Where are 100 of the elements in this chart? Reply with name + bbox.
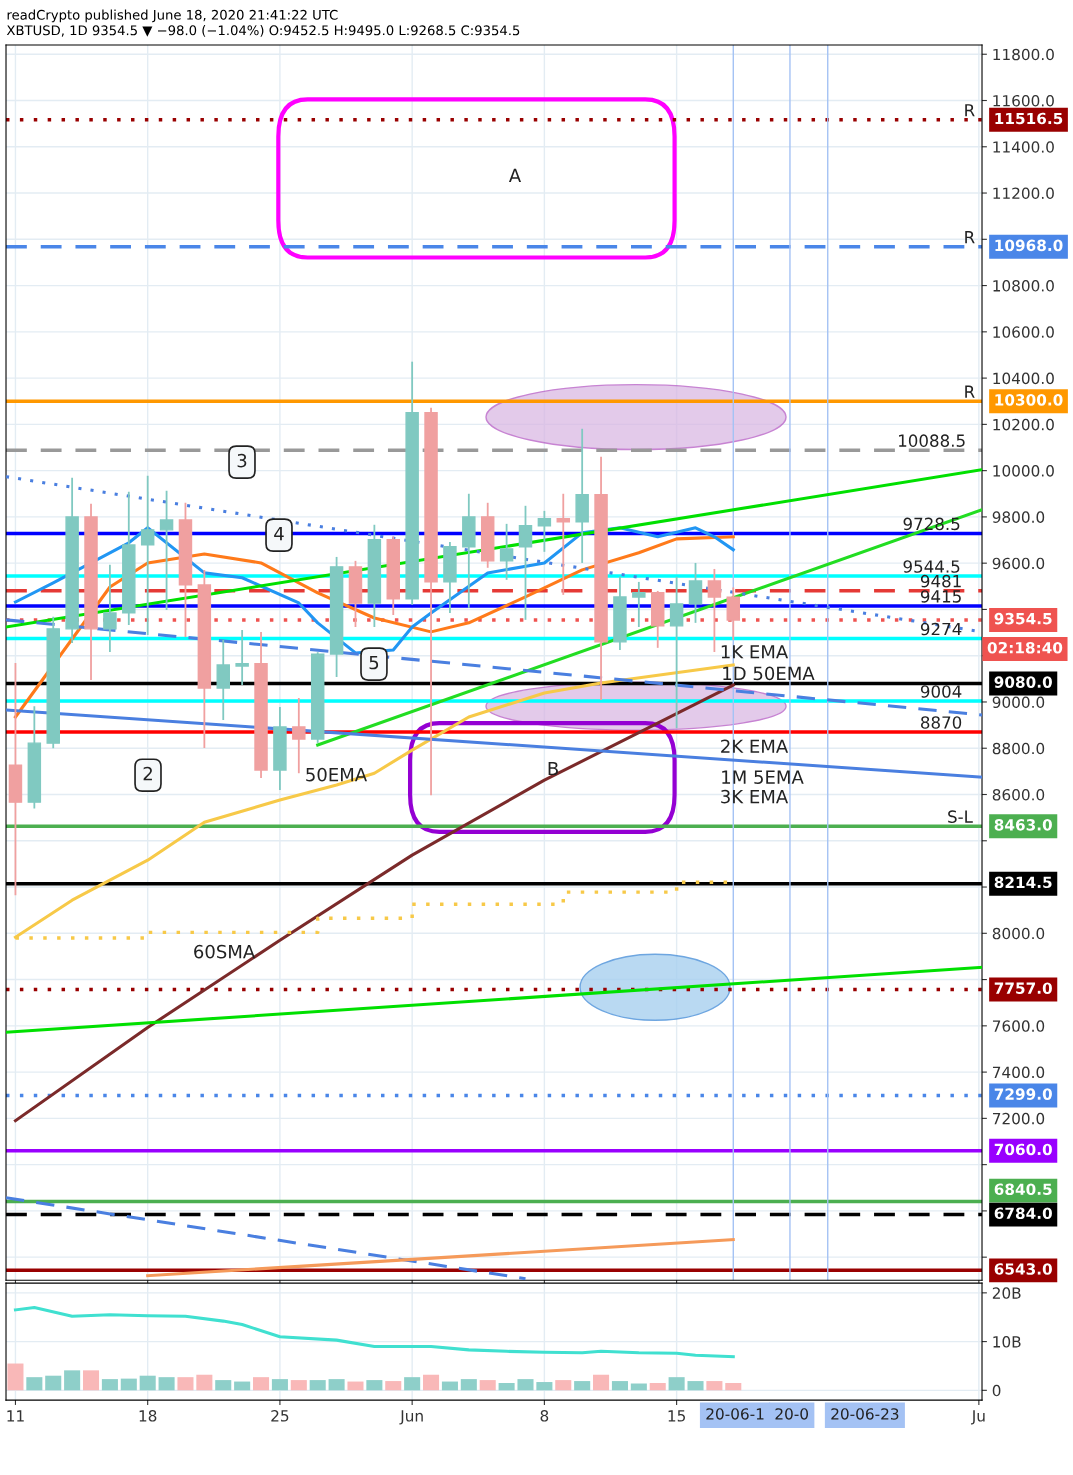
- y-tick-label: 11800.0: [993, 48, 1054, 61]
- text: 20-06-23: [831, 1408, 899, 1420]
- annotation: 2: [143, 766, 152, 781]
- candlestick: [103, 563, 117, 653]
- ref-line-label: 9080.0: [994, 676, 1052, 688]
- bar: [517, 1379, 534, 1391]
- y-tick-label: 7400.0: [992, 1066, 1045, 1079]
- bar: [253, 1377, 270, 1391]
- bar: [649, 1383, 666, 1391]
- bar: [45, 1375, 62, 1391]
- bar: [498, 1383, 515, 1391]
- bar: [328, 1379, 345, 1391]
- bar: [120, 1378, 137, 1391]
- annotation: R: [965, 231, 975, 244]
- bar: [7, 1363, 24, 1391]
- ref-line-label: 10300.0: [995, 394, 1063, 406]
- candlestick: [556, 492, 571, 596]
- bar: [725, 1383, 742, 1391]
- bar: [593, 1374, 610, 1391]
- annotation: 9004: [920, 685, 962, 698]
- bar: [611, 1381, 628, 1391]
- bar: [290, 1380, 307, 1391]
- chart-title: readCrypto published June 18, 2020 21:41:22 UTC: [7, 9, 338, 23]
- y-tick-label: 8600.0: [992, 788, 1045, 801]
- bar: [479, 1380, 496, 1391]
- candlestick: [292, 697, 306, 775]
- x-tick-label: 8: [540, 1410, 549, 1422]
- annotation: 1K EMA: [721, 645, 789, 659]
- bar: [404, 1377, 421, 1391]
- y-tick-label: 9800.0: [992, 511, 1045, 523]
- x-tick-label: Ju: [970, 1410, 985, 1425]
- candlestick: [518, 504, 533, 621]
- y-tick-label: 8000.0: [992, 927, 1045, 940]
- y-tick-label: 0: [992, 1384, 1001, 1397]
- bar: [26, 1377, 43, 1391]
- x-tick-label: 11: [7, 1410, 24, 1422]
- bar: [423, 1374, 440, 1391]
- ref-line-label: 11516.5: [995, 112, 1063, 125]
- annotation: 9544.5: [903, 560, 960, 573]
- annotation: 4: [274, 526, 284, 541]
- y-tick-label: 10800.0: [993, 280, 1054, 292]
- bar: [460, 1379, 477, 1391]
- bar: [347, 1381, 364, 1391]
- y-tick-label: 10000.0: [993, 465, 1054, 477]
- annotation: R: [965, 104, 975, 117]
- y-tick-label: 9600.0: [992, 557, 1045, 570]
- candlestick: [632, 581, 646, 628]
- annotation: 10088.5: [899, 434, 965, 447]
- ref-line-label: 9354.5: [994, 612, 1052, 625]
- bar: [196, 1374, 213, 1391]
- annotation: 2K EMA: [721, 739, 789, 753]
- x-tick-label: 25: [271, 1410, 289, 1422]
- annotation: 1M 5EMA: [722, 770, 804, 784]
- ref-line-label: 7299.0: [994, 1088, 1052, 1100]
- annotation: R: [965, 385, 975, 398]
- bar: [177, 1377, 194, 1391]
- x-tick-label: 15: [668, 1410, 685, 1422]
- annotation: 3: [237, 453, 247, 468]
- candlestick: [159, 489, 174, 611]
- annotation: B: [548, 761, 558, 776]
- bar: [101, 1379, 118, 1391]
- bar: [536, 1382, 553, 1391]
- bar: [82, 1370, 100, 1391]
- annotation: 3K EMA: [721, 789, 789, 804]
- y-tick-label: 20B: [992, 1287, 1021, 1299]
- y-tick-label: 10B: [993, 1336, 1021, 1348]
- bar: [64, 1370, 81, 1391]
- bar: [215, 1380, 232, 1391]
- bar: [706, 1381, 723, 1391]
- y-tick-label: 11200.0: [993, 187, 1054, 200]
- ref-line-label: 6840.5: [994, 1183, 1052, 1196]
- annotation: 60SMA: [194, 944, 256, 959]
- y-tick-label: 7600.0: [992, 1020, 1045, 1032]
- bar: [271, 1379, 288, 1391]
- annotation: 5: [369, 655, 379, 670]
- y-tick-label: 10200.0: [993, 418, 1054, 431]
- candlestick: [707, 568, 722, 653]
- candlestick: [140, 474, 155, 636]
- y-tick-label: 10600.0: [993, 326, 1054, 338]
- ref-line-label: 6543.0: [994, 1263, 1052, 1275]
- bar: [139, 1375, 156, 1391]
- bar: [574, 1381, 591, 1391]
- bar: [385, 1381, 402, 1391]
- ref-line-label: 10968.0: [995, 239, 1063, 252]
- candlestick: [537, 509, 552, 553]
- y-tick-label: 8800.0: [992, 742, 1045, 755]
- bar: [234, 1381, 251, 1391]
- annotation: 50EMA: [306, 767, 367, 782]
- y-tick-label: 9000.0: [992, 696, 1045, 708]
- ref-line-label: 7060.0: [994, 1143, 1052, 1156]
- bar: [309, 1380, 326, 1391]
- bar: [687, 1381, 704, 1391]
- annotation: 9481: [920, 574, 961, 588]
- line-series: [13, 1305, 735, 1359]
- y-tick-label: 10400.0: [993, 372, 1054, 385]
- annotation: 9415: [920, 590, 961, 603]
- annotation: 1D 50EMA: [723, 666, 815, 681]
- ref-line-label: 6784.0: [994, 1207, 1052, 1220]
- bar: [441, 1381, 458, 1391]
- annotation: S-L: [948, 810, 973, 823]
